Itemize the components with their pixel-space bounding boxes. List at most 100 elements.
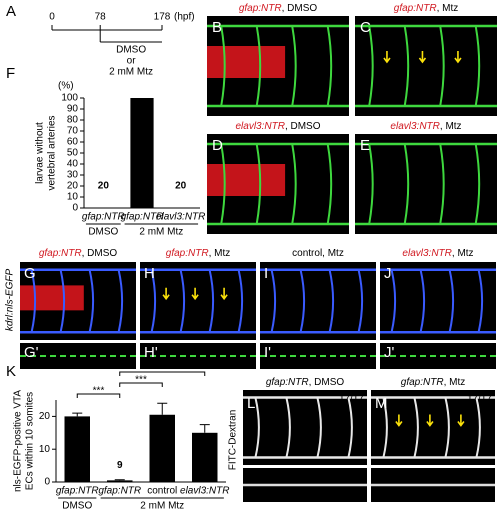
- image-letter: G': [24, 344, 39, 361]
- vessel: [368, 25, 374, 107]
- vessel: [59, 269, 66, 333]
- vessel: [237, 269, 244, 333]
- image-letter: B: [212, 19, 222, 36]
- vessel: [474, 25, 481, 107]
- bar: [149, 414, 175, 482]
- vessel: [390, 269, 397, 333]
- treatment: , Mtz: [209, 248, 231, 259]
- vessel: [255, 143, 262, 225]
- y-tick-label: 0: [72, 203, 78, 214]
- treatment: control, Mtz: [292, 248, 344, 259]
- genotype: gfap:NTR: [266, 377, 309, 388]
- vessel: [347, 397, 353, 458]
- micrograph: [260, 262, 376, 340]
- genotype: elavl3:NTR: [235, 121, 284, 132]
- panel-label: gfap:NTR, DMSO: [39, 248, 118, 259]
- panel-label: gfap:NTR, DMSO: [239, 3, 318, 14]
- panel-label: gfap:NTR, DMSO: [266, 377, 345, 388]
- micrograph: [355, 134, 497, 234]
- vessel: [328, 269, 335, 333]
- significance-bracket: [119, 382, 163, 387]
- vessel: [444, 397, 450, 458]
- treatment-label: DMSO: [116, 45, 146, 56]
- arrow: [162, 287, 170, 301]
- timeline-label: 78: [95, 12, 107, 23]
- significance-label: ***: [156, 364, 168, 375]
- error-bar: [157, 402, 168, 415]
- timeline-label: 178: [154, 12, 171, 23]
- vessel: [368, 143, 374, 225]
- error-bar: [199, 424, 210, 433]
- error-bar: [114, 479, 125, 481]
- arrow: [426, 414, 434, 427]
- arrow: [418, 51, 427, 64]
- vessel: [326, 25, 333, 107]
- image-letter: G: [24, 265, 36, 282]
- vessel: [403, 143, 410, 225]
- n-label: 20: [175, 181, 187, 192]
- vessel: [254, 397, 260, 458]
- treatment: , Mtz: [437, 3, 459, 14]
- y-axis-label: vertebral arteries: [47, 115, 58, 190]
- vessel: [474, 143, 481, 225]
- significance-bracket: [76, 393, 121, 398]
- y-axis-label: nls-EGFP-positive VTA: [13, 390, 24, 492]
- group-label: 2 mM Mtz: [139, 227, 183, 238]
- error-bar: [72, 412, 83, 417]
- vessel: [30, 269, 37, 333]
- y-axis-label: larvae without: [35, 122, 46, 184]
- y-tick-label: 10: [67, 192, 79, 203]
- y-tick-label: 0: [44, 477, 50, 488]
- n-label: 20: [98, 181, 110, 192]
- arrow: [457, 414, 465, 427]
- panel-letter: K: [6, 363, 16, 380]
- genotype: gfap:NTR: [239, 3, 282, 14]
- significance-label: ***: [93, 386, 105, 397]
- bar: [130, 98, 154, 208]
- y-tick-label: 50: [67, 148, 79, 159]
- n-label: 9: [117, 460, 123, 471]
- vessel: [448, 269, 455, 333]
- neural-signal: [207, 164, 286, 196]
- x-tick-label: elavl3:NTR: [156, 212, 205, 223]
- arrow: [220, 287, 228, 301]
- x-tick-label: elavl3:NTR: [180, 486, 229, 497]
- vessel: [255, 25, 262, 107]
- genotype: elavl3:NTR: [390, 121, 439, 132]
- panel-label: elavl3:NTR, Mtz: [390, 121, 461, 132]
- vessel: [477, 269, 484, 333]
- image-letter: E: [360, 137, 370, 154]
- y-tick-label: 30: [67, 170, 79, 181]
- x-tick-label: gfap:NTR: [98, 486, 141, 497]
- count-label: 17/17: [339, 394, 364, 405]
- micrograph: [140, 343, 256, 369]
- vessel: [439, 143, 445, 225]
- treatment: , Mtz: [452, 248, 474, 259]
- neural-signal: [20, 285, 84, 311]
- vessel: [220, 143, 226, 225]
- y-tick-label: 20: [39, 411, 51, 422]
- vessel: [117, 269, 124, 333]
- y-unit: (%): [58, 81, 74, 92]
- vessel: [439, 25, 445, 107]
- vessel: [285, 397, 291, 458]
- vessel: [382, 397, 388, 458]
- vessel: [88, 269, 95, 333]
- timeline-label: 0: [49, 12, 55, 23]
- arrow: [191, 287, 199, 301]
- image-letter: L: [247, 395, 255, 412]
- x-tick-label: gfap:NTR: [121, 212, 164, 223]
- micrograph: [243, 390, 367, 465]
- genotype: gfap:NTR: [394, 3, 437, 14]
- micrograph: [260, 343, 376, 369]
- micrograph: [380, 262, 496, 340]
- genotype: elavl3:NTR: [402, 248, 451, 259]
- micrograph: [20, 343, 136, 369]
- n-label: 8: [159, 460, 165, 471]
- group-label: DMSO: [88, 227, 118, 238]
- vessel: [357, 269, 364, 333]
- x-tick-label: gfap:NTR: [82, 212, 125, 223]
- vessel: [326, 143, 333, 225]
